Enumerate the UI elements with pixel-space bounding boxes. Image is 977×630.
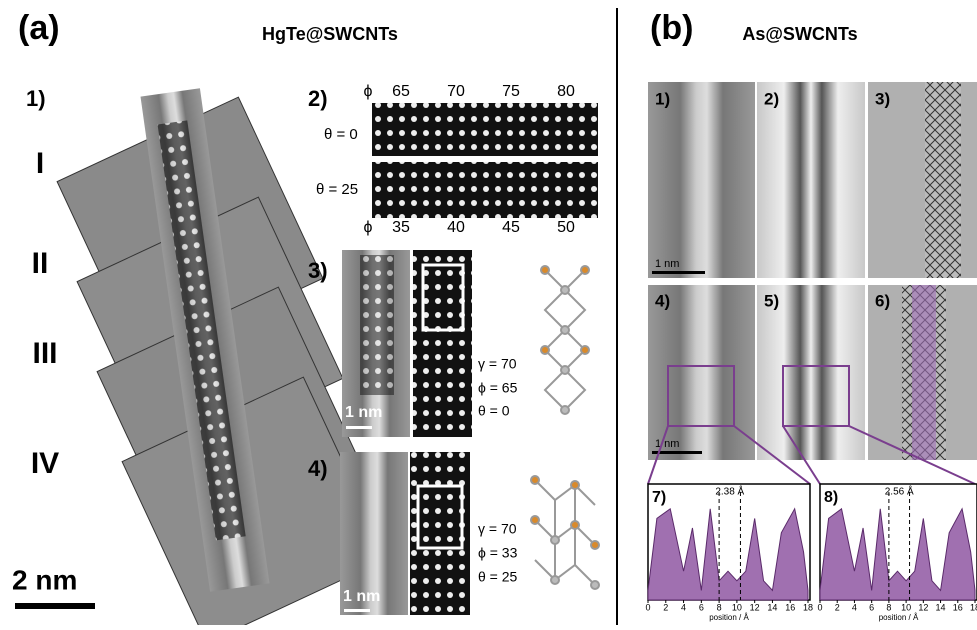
model-chain — [912, 285, 936, 460]
param: ϕ = 65 — [478, 380, 518, 396]
panel-label: (b) — [650, 9, 693, 47]
simulation — [757, 82, 865, 278]
micrograph — [648, 82, 755, 278]
x-tick-label: 10 — [732, 602, 742, 612]
spacing-label: 2.38 Å — [715, 485, 744, 498]
panel-title: HgTe@SWCNTs — [262, 24, 398, 44]
sub-label: 3) — [308, 258, 328, 283]
sub-label: 4) — [308, 456, 328, 481]
structure-model — [541, 266, 589, 414]
sub-label: 4) — [655, 291, 670, 310]
sub-label: 3) — [875, 89, 890, 108]
param: θ = 0 — [478, 403, 510, 419]
x-tick-label: 12 — [750, 602, 760, 612]
section-label: III — [32, 337, 57, 370]
param: γ = 70 — [478, 356, 517, 372]
sub-label: 6) — [875, 291, 890, 310]
sub-label: 5) — [764, 291, 779, 310]
structure-model — [531, 476, 599, 589]
scale-bar — [344, 609, 370, 612]
phi-value: 35 — [392, 219, 410, 236]
theta-label: θ = 25 — [316, 181, 358, 198]
sub-label: 1) — [655, 89, 670, 108]
scale-bar-label: 1 nm — [655, 438, 679, 450]
panel-label: (a) — [18, 9, 60, 47]
scale-bar — [346, 426, 372, 429]
scale-bar-label: 1 nm — [345, 404, 382, 421]
section-label: II — [32, 247, 49, 280]
param: ϕ = 33 — [478, 545, 518, 561]
phi-value: 45 — [502, 219, 520, 236]
sub-label: 2) — [308, 86, 328, 111]
phi-value: 70 — [447, 83, 465, 100]
x-tick-label: 8 — [717, 602, 722, 612]
plot-label: 7) — [652, 489, 666, 506]
section-label: IV — [31, 447, 59, 480]
model-tube — [925, 82, 961, 278]
plot-label: 8) — [824, 489, 838, 506]
x-tick-label: 18 — [803, 602, 813, 612]
x-tick-label: 14 — [936, 602, 946, 612]
simulation-grid — [372, 162, 598, 218]
phi-value: 40 — [447, 219, 465, 236]
x-tick-label: 12 — [918, 602, 928, 612]
sub-label: 2) — [764, 89, 779, 108]
x-tick-label: 16 — [953, 602, 963, 612]
theta-label: θ = 0 — [324, 126, 358, 143]
scale-bar-label: 1 nm — [343, 588, 380, 605]
x-tick-label: 18 — [970, 602, 977, 612]
phi-symbol: ϕ — [364, 83, 373, 100]
x-tick-label: 2 — [663, 602, 668, 612]
x-tick-label: 10 — [901, 602, 911, 612]
scale-bar — [652, 271, 705, 274]
section-label: I — [36, 147, 44, 180]
phi-value: 50 — [557, 219, 575, 236]
sub-label: 1) — [26, 86, 46, 111]
x-axis-label: position / Å — [709, 613, 749, 622]
micrograph-stack — [57, 88, 388, 625]
x-axis-label: position / Å — [879, 613, 919, 622]
panel-title: As@SWCNTs — [742, 24, 857, 44]
x-tick-label: 4 — [852, 602, 857, 612]
x-tick-label: 0 — [645, 602, 650, 612]
spacing-label: 2.56 Å — [885, 485, 914, 498]
phi-value: 80 — [557, 83, 575, 100]
scale-bar — [15, 603, 95, 609]
micrograph-detail — [360, 255, 394, 395]
x-tick-label: 14 — [767, 602, 777, 612]
phi-symbol: ϕ — [364, 219, 373, 236]
x-tick-label: 8 — [886, 602, 891, 612]
x-tick-label: 0 — [817, 602, 822, 612]
micrograph — [648, 285, 755, 460]
phi-value: 75 — [502, 83, 520, 100]
x-tick-label: 2 — [835, 602, 840, 612]
simulation-grid — [372, 103, 598, 156]
scale-bar-label: 2 nm — [12, 564, 77, 595]
x-tick-label: 4 — [681, 602, 686, 612]
x-tick-label: 6 — [699, 602, 704, 612]
scale-bar-label: 1 nm — [655, 258, 679, 270]
x-tick-label: 16 — [785, 602, 795, 612]
phi-value: 65 — [392, 83, 410, 100]
param: γ = 70 — [478, 521, 517, 537]
x-tick-label: 6 — [869, 602, 874, 612]
param: θ = 25 — [478, 569, 518, 585]
figure: (a) HgTe@SWCNTs 1) I II III IV 2 nm 2) ϕ… — [0, 0, 977, 625]
